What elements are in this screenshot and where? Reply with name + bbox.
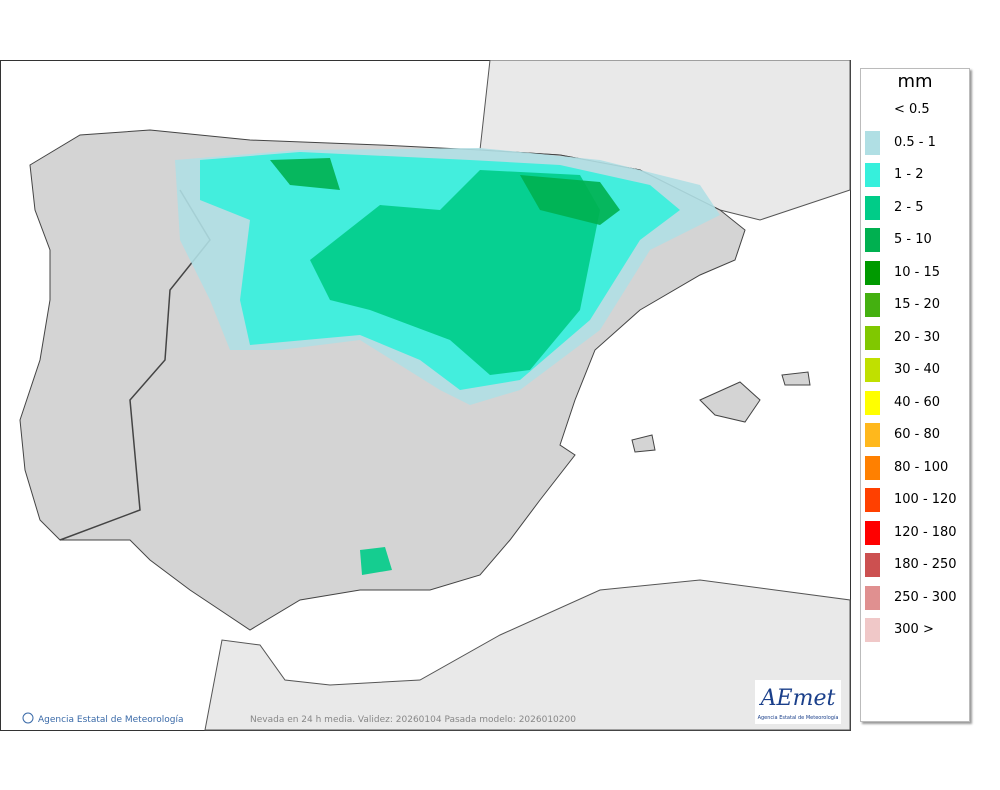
legend-swatch — [865, 228, 880, 252]
legend-item: 1 - 2 — [865, 163, 965, 187]
legend-item: 100 - 120 — [865, 488, 965, 512]
legend-item: 15 - 20 — [865, 293, 965, 317]
copyright: Agencia Estatal de Meteorología — [38, 715, 184, 725]
legend-item: 60 - 80 — [865, 423, 965, 447]
snow-area — [520, 175, 620, 225]
legend-swatch — [865, 520, 880, 545]
legend-item: 20 - 30 — [865, 325, 965, 350]
legend-label: 30 - 40 — [894, 362, 941, 377]
legend-label: 5 - 10 — [894, 232, 932, 247]
legend-label: 120 - 180 — [894, 524, 957, 540]
legend-label: 20 - 30 — [894, 329, 941, 345]
legend-label: 100 - 120 — [894, 492, 957, 507]
legend-swatch — [865, 423, 880, 447]
snow-area — [360, 547, 392, 575]
logo: AEmet — [759, 686, 836, 711]
legend-swatch — [865, 618, 880, 642]
model-note: Nevada en 24 h media. Validez: 20260104 … — [250, 715, 576, 725]
legend-swatch — [865, 455, 880, 480]
legend-item: 300 > — [865, 618, 965, 642]
legend-swatch — [865, 163, 880, 187]
legend-item: < 0.5 — [865, 98, 965, 122]
legend-swatch — [865, 130, 880, 155]
legend-item: 250 - 300 — [865, 585, 965, 610]
legend-swatch — [865, 553, 880, 577]
map: Agencia Estatal de Meteorología Nevada e… — [0, 60, 851, 731]
legend-label: 1 - 2 — [894, 167, 924, 182]
ibiza — [631, 434, 656, 453]
legend-item: 0.5 - 1 — [865, 130, 965, 155]
legend-swatch — [865, 195, 880, 220]
legend-label: 40 - 60 — [894, 394, 941, 410]
legend-swatch — [865, 325, 880, 350]
legend-swatch — [865, 260, 880, 285]
mallorca — [699, 381, 761, 423]
legend-item: 30 - 40 — [865, 358, 965, 382]
legend-item: 2 - 5 — [865, 195, 965, 220]
legend-label: 180 - 250 — [894, 557, 957, 572]
logo-box — [755, 680, 841, 724]
legend-label: 60 - 80 — [894, 427, 941, 442]
logo-subtitle: Agencia Estatal de Meteorología — [758, 714, 839, 721]
legend-swatch — [865, 585, 880, 610]
legend-label: 250 - 300 — [894, 589, 957, 605]
legend-label: < 0.5 — [894, 102, 930, 117]
legend-swatch — [865, 358, 880, 382]
legend-label: 300 > — [894, 622, 934, 637]
snow-area — [310, 170, 600, 375]
africa — [204, 579, 851, 731]
legend-item: 40 - 60 — [865, 390, 965, 415]
legend-item: 180 - 250 — [865, 553, 965, 577]
legend-item: 120 - 180 — [865, 520, 965, 545]
legend-item: 80 - 100 — [865, 455, 965, 480]
legend-item: 10 - 15 — [865, 260, 965, 285]
legend-item: 5 - 10 — [865, 228, 965, 252]
legend-swatch — [865, 488, 880, 512]
snow-area — [270, 158, 340, 190]
legend-swatch — [865, 390, 880, 415]
legend-label: 80 - 100 — [894, 459, 949, 475]
legend-label: 0.5 - 1 — [894, 134, 936, 150]
menorca — [781, 371, 811, 386]
legend-swatch — [865, 293, 880, 317]
legend-title: mm — [897, 71, 933, 92]
legend-label: 10 - 15 — [894, 264, 941, 280]
legend-label: 2 - 5 — [894, 199, 924, 215]
legend-label: 15 - 20 — [894, 297, 941, 312]
legend: mm < 0.5 0.5 - 1 1 - 2 2 - 5 5 - 10 10 - 15 15… — [860, 68, 970, 722]
copyright-icon — [22, 712, 34, 724]
